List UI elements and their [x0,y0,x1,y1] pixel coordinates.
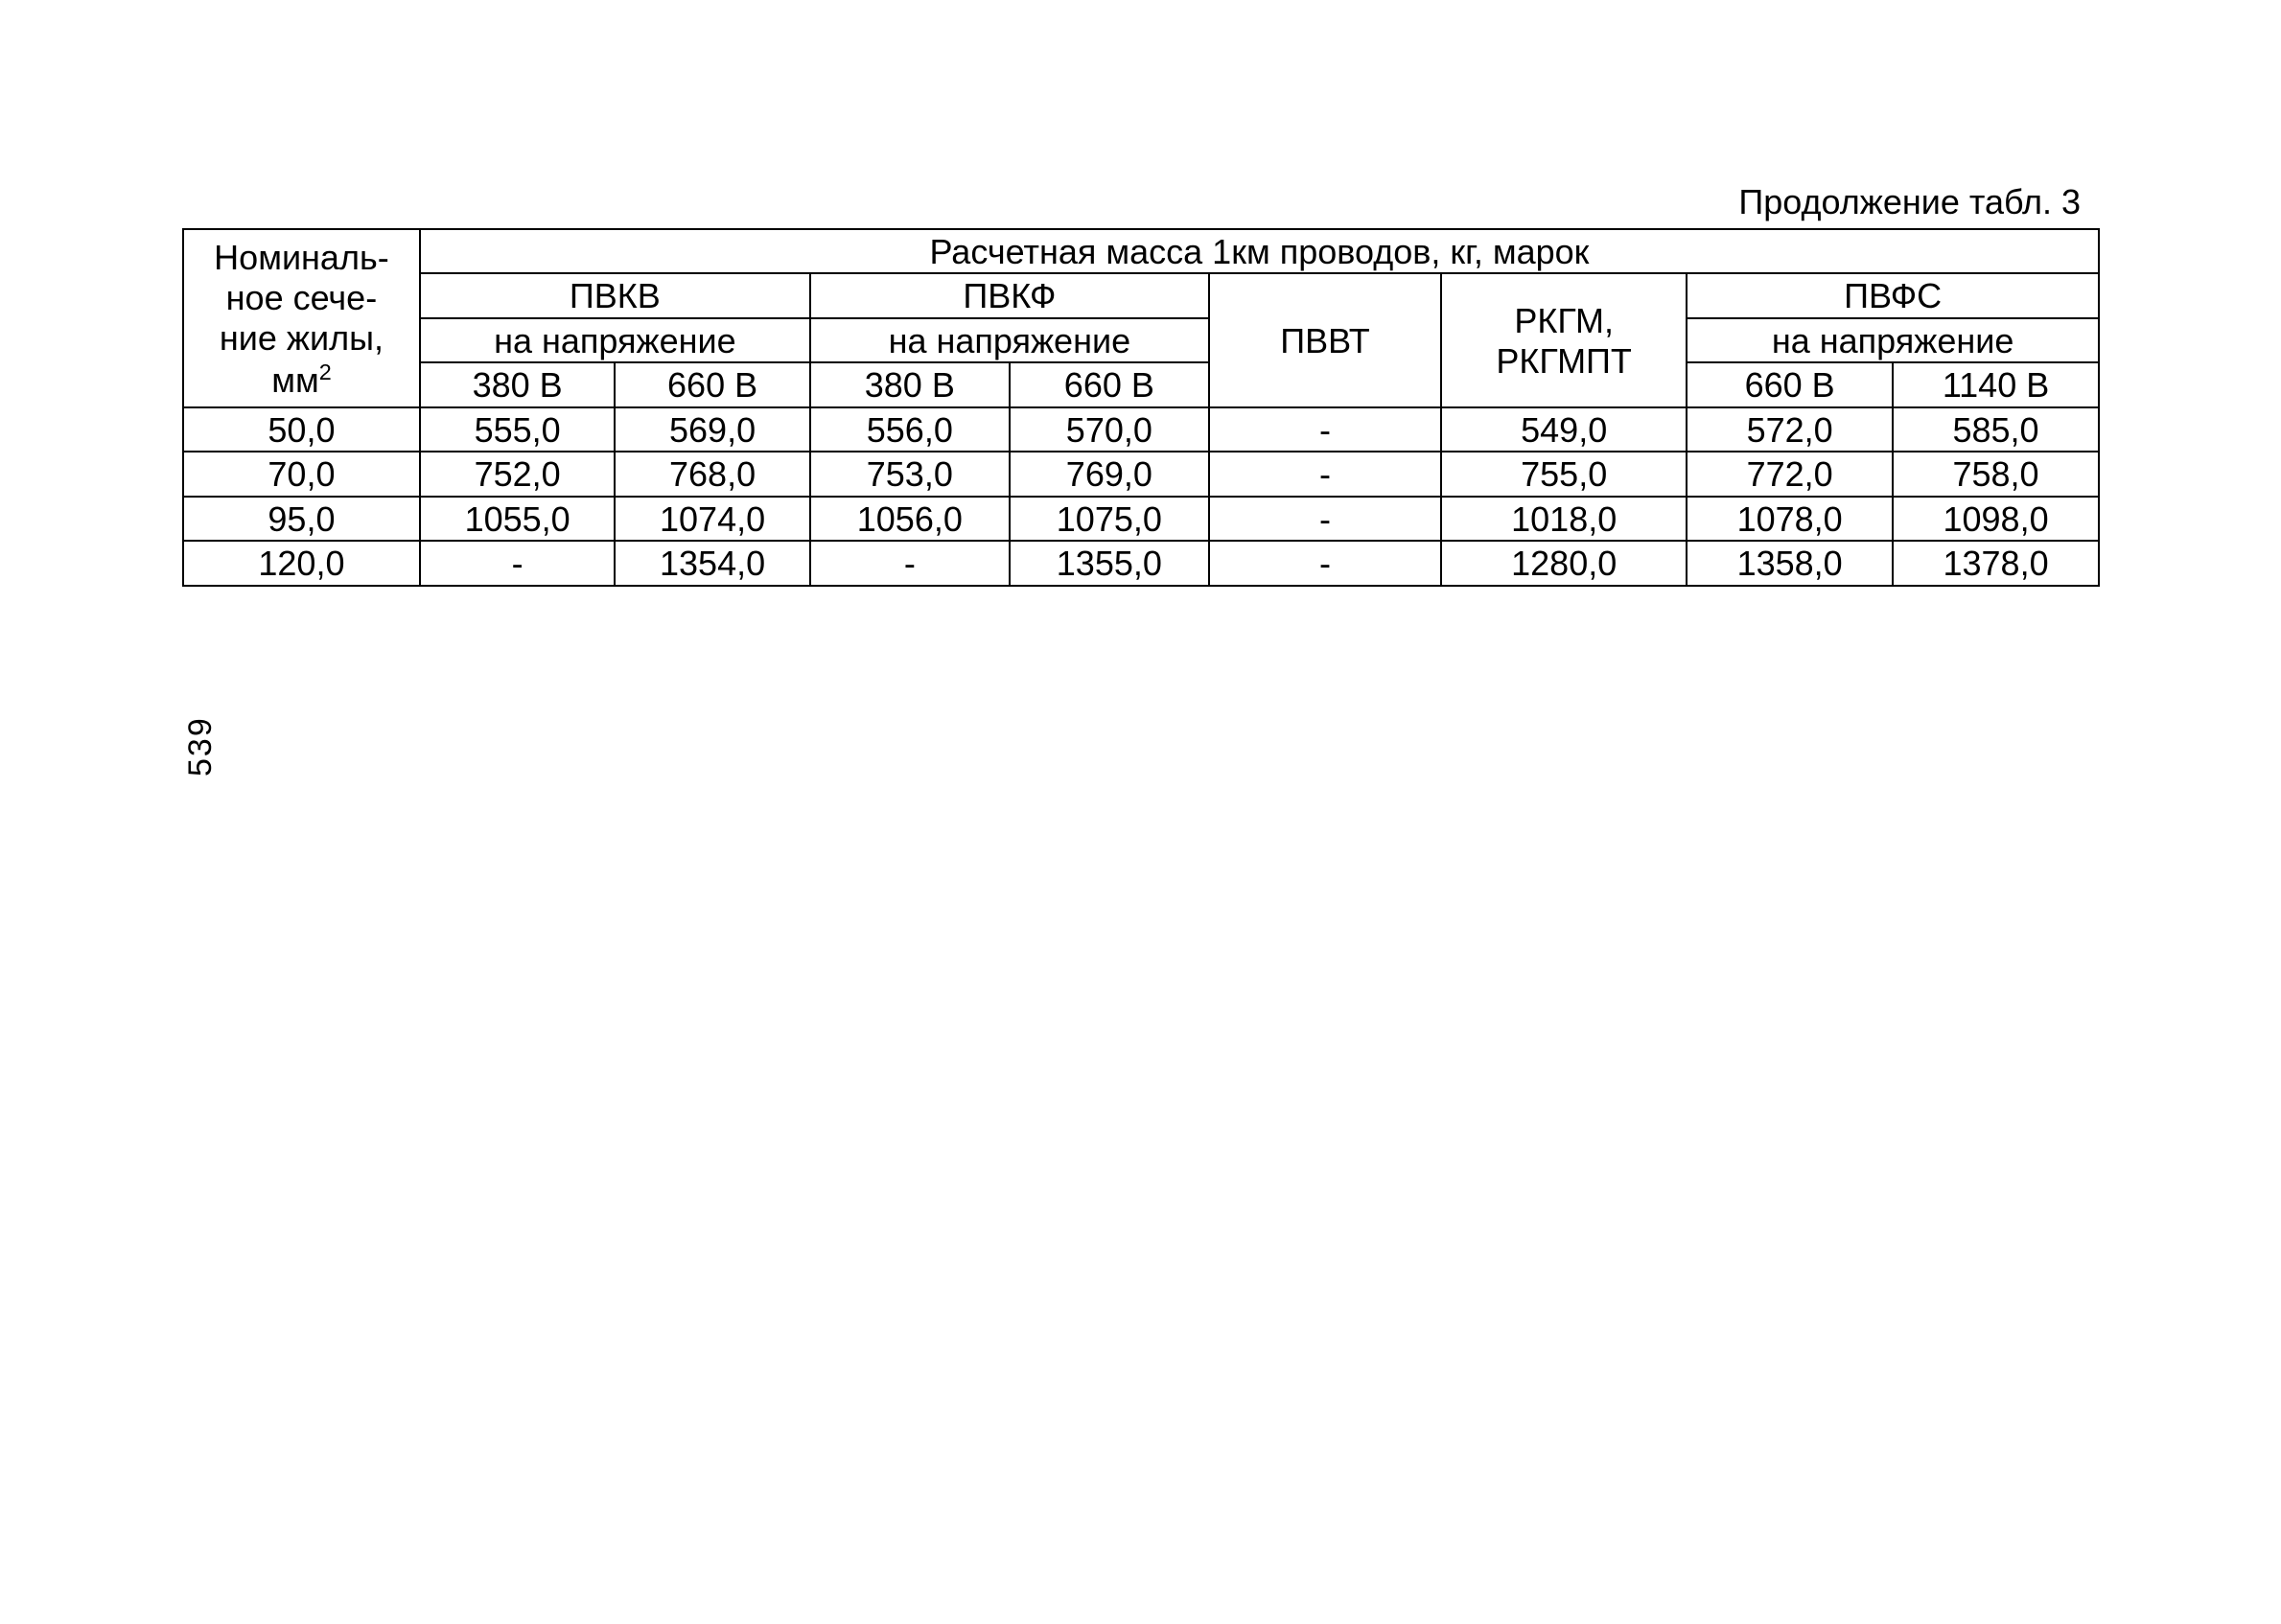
cell: - [1209,497,1441,541]
cell: 1056,0 [810,497,1010,541]
cell: 556,0 [810,407,1010,452]
data-table: Номиналь- ное сече- ние жилы, мм2 Расчет… [182,228,2100,587]
g2-v1: 380 В [810,362,1010,406]
header-row-2: ПВКВ ПВКФ ПВВТ РКГМ, РКГМПТ ПВФС [183,273,2099,317]
cell: 50,0 [183,407,420,452]
rowhead-line2: ное сече- [192,278,411,318]
cell: 758,0 [1893,452,2099,496]
cell: 1355,0 [1010,541,1209,585]
g2-v2: 660 В [1010,362,1209,406]
cell: - [1209,452,1441,496]
cell: 1358,0 [1687,541,1893,585]
cell: - [810,541,1010,585]
rowhead-line4: мм2 [192,360,411,401]
g4-line1: РКГМ, [1450,301,1678,341]
cell: 549,0 [1441,407,1687,452]
rowhead-mm: мм [271,360,319,400]
table-header: Номиналь- ное сече- ние жилы, мм2 Расчет… [183,229,2099,407]
header-row-3: на напряжение на напряжение на напряжени… [183,318,2099,362]
cell: 120,0 [183,541,420,585]
cell: 1075,0 [1010,497,1209,541]
table-caption: Продолжение табл. 3 [182,182,2081,222]
cell: 95,0 [183,497,420,541]
g1-v1: 380 В [420,362,615,406]
cell: 1354,0 [615,541,809,585]
cell: 1378,0 [1893,541,2099,585]
g5-v2: 1140 В [1893,362,2099,406]
page-content: Продолжение табл. 3 Номиналь- ное сече- … [182,182,2100,587]
cell: 752,0 [420,452,615,496]
cell: 1074,0 [615,497,809,541]
header-row-1: Номиналь- ное сече- ние жилы, мм2 Расчет… [183,229,2099,273]
table-row: 50,0 555,0 569,0 556,0 570,0 - 549,0 572… [183,407,2099,452]
cell: 572,0 [1687,407,1893,452]
g5-v1: 660 В [1687,362,1893,406]
rowhead-line1: Номиналь- [192,238,411,278]
cell: 555,0 [420,407,615,452]
cell: - [420,541,615,585]
g4-line2: РКГМПТ [1450,341,1678,382]
g2-name: ПВКФ [810,273,1209,317]
rowhead-sup: 2 [319,360,332,384]
top-span-cell: Расчетная масса 1км проводов, кг, марок [420,229,2099,273]
cell: 1280,0 [1441,541,1687,585]
cell: 585,0 [1893,407,2099,452]
cell: 769,0 [1010,452,1209,496]
cell: 570,0 [1010,407,1209,452]
table-row: 120,0 - 1354,0 - 1355,0 - 1280,0 1358,0 … [183,541,2099,585]
g4-name: РКГМ, РКГМПТ [1441,273,1687,406]
g5-name: ПВФС [1687,273,2099,317]
cell: 755,0 [1441,452,1687,496]
table-body: 50,0 555,0 569,0 556,0 570,0 - 549,0 572… [183,407,2099,586]
cell: 1055,0 [420,497,615,541]
g3-name: ПВВТ [1209,273,1441,406]
page-number: 539 [182,716,220,777]
rowhead-line3: ние жилы, [192,318,411,359]
cell: 753,0 [810,452,1010,496]
header-row-4: 380 В 660 В 380 В 660 В 660 В 1140 В [183,362,2099,406]
g2-sub: на напряжение [810,318,1209,362]
g1-sub: на напряжение [420,318,810,362]
cell: 569,0 [615,407,809,452]
g1-v2: 660 В [615,362,809,406]
cell: 1018,0 [1441,497,1687,541]
table-row: 70,0 752,0 768,0 753,0 769,0 - 755,0 772… [183,452,2099,496]
cell: 1078,0 [1687,497,1893,541]
rowhead-cell: Номиналь- ное сече- ние жилы, мм2 [183,229,420,407]
cell: - [1209,407,1441,452]
cell: 1098,0 [1893,497,2099,541]
table-row: 95,0 1055,0 1074,0 1056,0 1075,0 - 1018,… [183,497,2099,541]
cell: 772,0 [1687,452,1893,496]
g1-name: ПВКВ [420,273,810,317]
cell: 768,0 [615,452,809,496]
cell: 70,0 [183,452,420,496]
g5-sub: на напряжение [1687,318,2099,362]
cell: - [1209,541,1441,585]
